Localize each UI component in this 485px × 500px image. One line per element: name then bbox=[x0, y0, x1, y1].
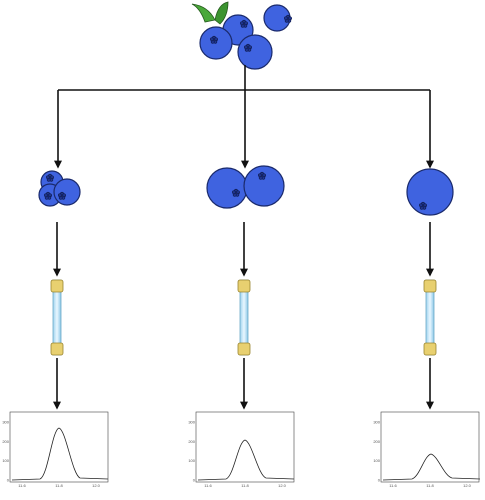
y-tick-label: 300 bbox=[188, 420, 195, 425]
chromatogram: 300 200 100 0 11.6 11.8 12.0 bbox=[2, 411, 109, 488]
columns bbox=[50, 279, 437, 356]
x-tick-label: 12.0 bbox=[463, 483, 472, 488]
plot-frame bbox=[380, 411, 480, 483]
y-tick-label: 300 bbox=[373, 420, 380, 425]
plot-frame bbox=[9, 411, 109, 483]
lower-arrows bbox=[53, 222, 434, 410]
y-tick-label: 0 bbox=[7, 478, 10, 483]
y-tick-label: 200 bbox=[2, 439, 9, 444]
y-tick-label: 100 bbox=[373, 458, 380, 463]
y-tick-label: 200 bbox=[188, 439, 195, 444]
split-arrows bbox=[54, 65, 434, 169]
x-tick-label: 12.0 bbox=[278, 483, 287, 488]
berry-large bbox=[406, 168, 454, 216]
chromatogram-traces bbox=[11, 427, 481, 481]
y-tick-label: 0 bbox=[378, 478, 381, 483]
y-tick-label: 100 bbox=[2, 458, 9, 463]
x-tick-label: 11.8 bbox=[426, 483, 434, 488]
y-tick-label: 0 bbox=[193, 478, 196, 483]
x-tick-label: 11.6 bbox=[204, 483, 212, 488]
berries-medium bbox=[206, 165, 285, 209]
top-berries bbox=[191, 1, 293, 70]
x-tick-label: 11.8 bbox=[55, 483, 63, 488]
y-tick-label: 300 bbox=[2, 420, 9, 425]
x-tick-label: 11.6 bbox=[18, 483, 26, 488]
x-tick-label: 11.6 bbox=[389, 483, 397, 488]
berries-small bbox=[38, 170, 81, 207]
chromatogram: 300 200 100 0 11.6 11.8 12.0 bbox=[188, 411, 295, 488]
plot-frame bbox=[195, 411, 295, 483]
y-tick-label: 200 bbox=[373, 439, 380, 444]
chromatogram: 300 200 100 0 11.6 11.8 12.0 bbox=[373, 411, 480, 488]
y-tick-label: 100 bbox=[188, 458, 195, 463]
x-tick-label: 11.8 bbox=[241, 483, 249, 488]
x-tick-label: 12.0 bbox=[92, 483, 101, 488]
